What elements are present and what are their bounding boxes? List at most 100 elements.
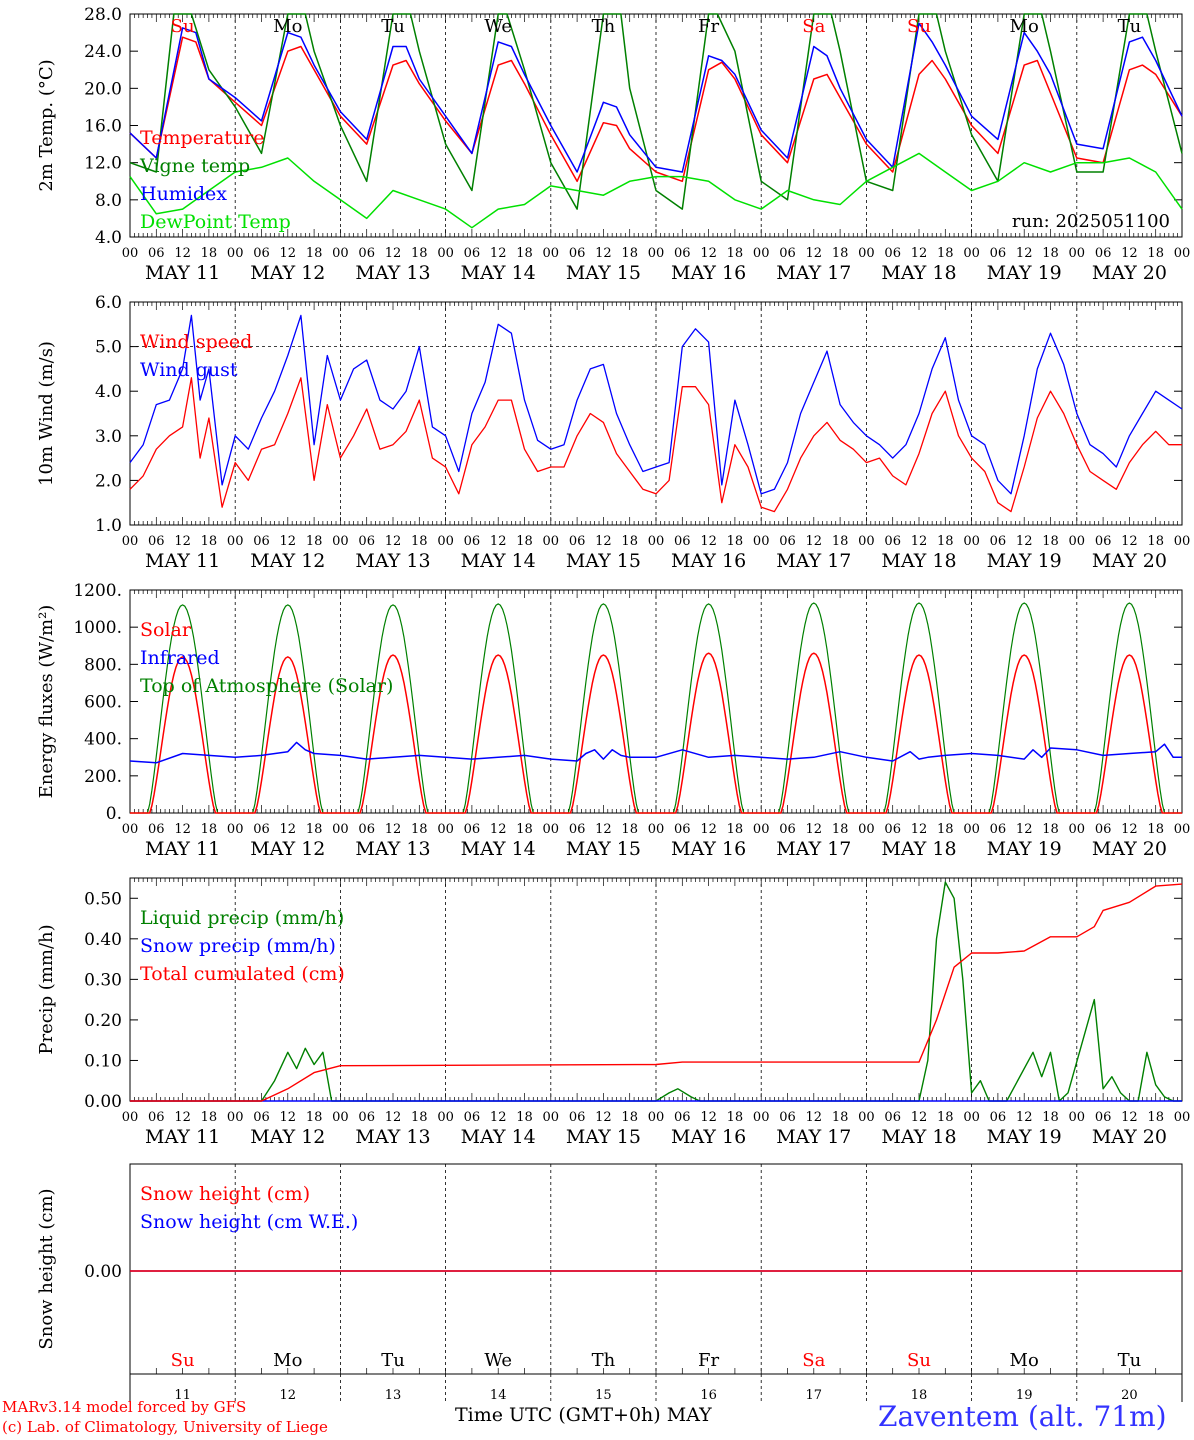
day-number: 14 xyxy=(490,1388,507,1403)
hour-tick-label: 18 xyxy=(1147,822,1164,837)
hour-tick-label: 12 xyxy=(490,246,507,261)
series-line xyxy=(130,652,1182,814)
hour-tick-label: 18 xyxy=(621,246,638,261)
day-abbrev: Th xyxy=(592,1350,616,1371)
day-abbrev: We xyxy=(484,1350,512,1371)
date-label: MAY 18 xyxy=(881,838,956,860)
hour-tick-label: 06 xyxy=(148,822,165,837)
hour-tick-label: 12 xyxy=(1016,534,1033,549)
time-axis-label: Time UTC (GMT+0h) xyxy=(455,1404,661,1426)
hour-tick-label: 00 xyxy=(858,1110,875,1125)
hour-tick-label: 18 xyxy=(306,246,323,261)
hour-tick-label: 18 xyxy=(516,1110,533,1125)
hour-tick-label: 06 xyxy=(464,534,481,549)
date-label: MAY 18 xyxy=(881,550,956,572)
date-label: MAY 14 xyxy=(461,262,536,284)
hour-tick-label: 06 xyxy=(464,1110,481,1125)
hour-tick-label: 12 xyxy=(385,246,402,261)
legend-entry: Temperature xyxy=(140,127,264,149)
hour-tick-label: 12 xyxy=(911,246,928,261)
hour-tick-label: 18 xyxy=(727,1110,744,1125)
date-label: MAY 18 xyxy=(881,262,956,284)
y-axis-label: 2m Temp. (°C) xyxy=(36,59,57,191)
hour-tick-label: 06 xyxy=(990,822,1007,837)
date-label: MAY 12 xyxy=(250,838,325,860)
hour-tick-label: 18 xyxy=(1147,246,1164,261)
date-label: MAY 16 xyxy=(671,262,746,284)
time-axis-title: Time UTC (GMT+0h) MAY xyxy=(455,1404,712,1426)
hour-tick-label: 12 xyxy=(806,246,823,261)
hour-tick-label: 18 xyxy=(516,534,533,549)
date-label: MAY 19 xyxy=(987,550,1062,572)
day-abbrev: Sa xyxy=(802,1350,825,1371)
hour-tick-label: 18 xyxy=(411,534,428,549)
hour-tick-label: 06 xyxy=(148,246,165,261)
hour-tick-label: 00 xyxy=(648,822,665,837)
hour-tick-label: 12 xyxy=(385,534,402,549)
day-abbrev: Th xyxy=(592,16,616,37)
date-label: MAY 18 xyxy=(881,1126,956,1148)
hour-tick-label: 18 xyxy=(1147,534,1164,549)
station-title: Zaventem (alt. 71m) xyxy=(878,1400,1167,1433)
hour-tick-label: 06 xyxy=(674,246,691,261)
hour-tick-label: 18 xyxy=(306,1110,323,1125)
hour-tick-label: 06 xyxy=(779,822,796,837)
legend-entry: Humidex xyxy=(140,183,227,205)
month-label: MAY xyxy=(666,1404,712,1426)
y-tick-label: 0.20 xyxy=(84,1011,122,1031)
y-tick-label: 0. xyxy=(106,804,122,824)
hour-tick-label: 06 xyxy=(990,1110,1007,1125)
hour-tick-label: 00 xyxy=(227,822,244,837)
hour-tick-label: 12 xyxy=(806,534,823,549)
y-axis-label: Snow height (cm) xyxy=(36,1188,57,1349)
hour-tick-label: 00 xyxy=(963,246,980,261)
hour-tick-label: 12 xyxy=(1121,1110,1138,1125)
date-label: MAY 13 xyxy=(355,550,430,572)
hour-tick-label: 06 xyxy=(674,1110,691,1125)
hour-tick-label: 18 xyxy=(1042,246,1059,261)
hour-tick-label: 00 xyxy=(1069,822,1086,837)
series-line xyxy=(129,36,1183,183)
y-axis-label: Energy fluxes (W/m²) xyxy=(36,605,57,799)
legend-entry: Total cumulated (cm) xyxy=(140,963,345,985)
hour-tick-label: 12 xyxy=(174,822,191,837)
hour-tick-label: 12 xyxy=(174,534,191,549)
hour-tick-label: 18 xyxy=(516,246,533,261)
y-tick-label: 0.00 xyxy=(84,1092,122,1112)
day-abbrev: Mo xyxy=(1010,16,1039,37)
hour-tick-label: 06 xyxy=(569,1110,586,1125)
hour-tick-label: 00 xyxy=(122,534,139,549)
hour-tick-label: 00 xyxy=(543,534,560,549)
date-label: MAY 15 xyxy=(566,1126,641,1148)
day-abbrev: Mo xyxy=(273,1350,302,1371)
legend-entry: Infrared xyxy=(140,647,220,669)
legend-entry: Wind gust xyxy=(140,359,238,381)
date-label: MAY 13 xyxy=(355,262,430,284)
y-axis-label: 10m Wind (m/s) xyxy=(36,341,57,486)
hour-tick-label: 18 xyxy=(832,534,849,549)
credit-lab: (c) Lab. of Climatology, University of L… xyxy=(2,1418,328,1436)
hour-tick-label: 06 xyxy=(779,1110,796,1125)
hour-tick-label: 00 xyxy=(1069,1110,1086,1125)
y-tick-label: 3.0 xyxy=(95,427,122,447)
date-label: MAY 19 xyxy=(987,262,1062,284)
series-line xyxy=(129,741,1182,764)
day-abbrev: Mo xyxy=(1010,1350,1039,1371)
hour-tick-label: 00 xyxy=(648,534,665,549)
date-label: MAY 11 xyxy=(145,1126,220,1148)
hour-tick-label: 00 xyxy=(332,1110,349,1125)
hour-tick-label: 12 xyxy=(595,822,612,837)
legend-entry: Vigne temp xyxy=(139,155,250,177)
day-abbrev: Tu xyxy=(381,1350,405,1371)
hour-tick-label: 18 xyxy=(1042,822,1059,837)
hour-tick-label: 06 xyxy=(674,822,691,837)
hour-tick-label: 00 xyxy=(1174,1110,1191,1125)
date-label: MAY 12 xyxy=(250,262,325,284)
hour-tick-label: 00 xyxy=(437,822,454,837)
y-tick-label: 6.0 xyxy=(95,293,122,313)
hour-tick-label: 18 xyxy=(621,1110,638,1125)
hour-tick-label: 00 xyxy=(227,534,244,549)
y-tick-label: 0.30 xyxy=(84,970,122,990)
